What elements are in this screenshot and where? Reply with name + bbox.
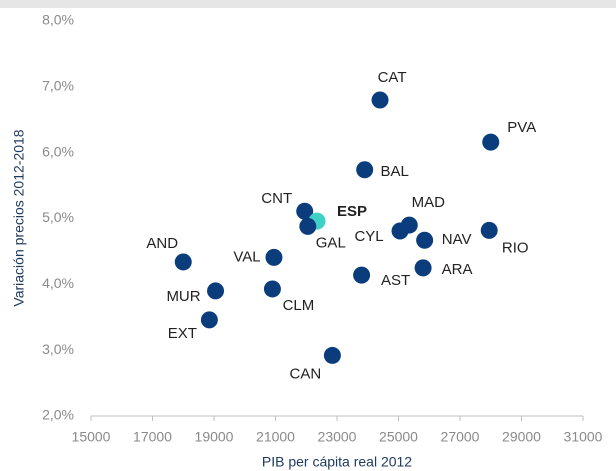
point	[323, 346, 341, 364]
top-band	[0, 0, 616, 8]
y-tick-label: 4,0%	[42, 275, 74, 291]
point-label: EXT	[168, 325, 197, 342]
point-label: MAD	[412, 194, 446, 211]
x-tick-label: 29000	[502, 429, 541, 445]
x-tick-label: 21000	[256, 429, 295, 445]
y-axis-title: Variación precios 2012-2018	[11, 129, 27, 306]
y-tick-label: 3,0%	[42, 341, 74, 357]
point	[416, 231, 434, 249]
point	[299, 217, 317, 235]
x-tick-label: 25000	[379, 429, 418, 445]
x-tick-label: 23000	[318, 429, 357, 445]
point-label: MUR	[166, 288, 200, 305]
point-label: AND	[146, 235, 178, 252]
x-tick-label: 27000	[441, 429, 480, 445]
point-label: CNT	[261, 190, 292, 207]
point	[296, 202, 314, 220]
y-tick-label: 8,0%	[42, 12, 74, 28]
point	[482, 133, 500, 151]
point	[353, 266, 371, 284]
y-tick-label: 5,0%	[42, 209, 74, 225]
point	[391, 222, 409, 240]
point-label: ESP	[337, 203, 367, 220]
point-label: ARA	[442, 261, 473, 278]
x-tick-label: 17000	[133, 429, 172, 445]
point-label: AST	[381, 272, 410, 289]
point-label: VAL	[233, 248, 260, 265]
point-label: CLM	[283, 297, 315, 314]
point-label: BAL	[380, 163, 408, 180]
point	[200, 311, 218, 329]
point	[414, 259, 432, 277]
x-tick-label: 19000	[195, 429, 234, 445]
x-tick-label: 15000	[72, 429, 111, 445]
point	[480, 221, 498, 239]
point	[174, 253, 192, 271]
point-label: NAV	[442, 231, 472, 248]
point	[265, 248, 283, 266]
y-tick-label: 2,0%	[42, 407, 74, 423]
point	[356, 161, 374, 179]
point	[263, 280, 281, 298]
point-label: CAN	[290, 365, 322, 382]
x-axis-title: PIB per cápita real 2012	[262, 454, 412, 470]
point-label: GAL	[316, 234, 346, 251]
point	[207, 282, 225, 300]
point-label: RIO	[502, 239, 529, 256]
y-tick-label: 6,0%	[42, 143, 74, 159]
y-tick-label: 7,0%	[42, 78, 74, 94]
point-label: CYL	[354, 228, 383, 245]
point	[371, 91, 389, 109]
x-tick-label: 31000	[564, 429, 603, 445]
point-label: CAT	[378, 69, 407, 86]
point-label: PVA	[507, 119, 536, 136]
